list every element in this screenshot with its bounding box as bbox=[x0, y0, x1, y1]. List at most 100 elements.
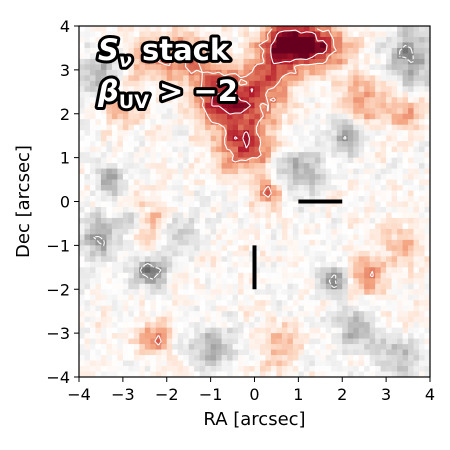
heatmap-cell bbox=[397, 355, 403, 361]
heatmap-cell bbox=[331, 278, 338, 285]
heatmap-cell bbox=[155, 234, 162, 241]
heatmap-cell bbox=[353, 31, 360, 38]
heatmap-cell bbox=[194, 102, 200, 109]
heatmap-cell bbox=[89, 228, 96, 235]
heatmap-cell bbox=[397, 267, 403, 274]
heatmap-cell bbox=[369, 212, 376, 219]
heatmap-cell bbox=[111, 311, 118, 318]
heatmap-cell bbox=[353, 355, 360, 361]
heatmap-cell bbox=[188, 64, 195, 71]
heatmap-cell bbox=[292, 371, 299, 377]
heatmap-cell bbox=[249, 256, 255, 263]
heatmap-cell bbox=[172, 75, 179, 82]
heatmap-cell bbox=[309, 179, 316, 186]
heatmap-cell bbox=[413, 157, 420, 164]
heatmap-cell bbox=[309, 267, 316, 274]
heatmap-cell bbox=[243, 42, 250, 49]
heatmap-cell bbox=[325, 47, 332, 54]
heatmap-cell bbox=[194, 256, 200, 263]
heatmap-cell bbox=[270, 305, 277, 312]
y-tick-label: 1 bbox=[60, 149, 70, 168]
heatmap-cell bbox=[188, 75, 195, 82]
heatmap-cell bbox=[194, 261, 200, 268]
heatmap-cell bbox=[95, 300, 102, 307]
heatmap-cell bbox=[331, 300, 338, 307]
heatmap-cell bbox=[84, 53, 91, 60]
heatmap-cell bbox=[199, 250, 206, 257]
heatmap-cell bbox=[100, 338, 107, 345]
heatmap-cell bbox=[89, 305, 96, 312]
heatmap-cell bbox=[111, 75, 118, 82]
heatmap-cell bbox=[287, 146, 294, 153]
heatmap-cell bbox=[150, 141, 157, 147]
heatmap-cell bbox=[424, 58, 430, 65]
heatmap-cell bbox=[408, 185, 414, 191]
heatmap-cell bbox=[232, 124, 239, 131]
heatmap-cell bbox=[292, 201, 299, 208]
heatmap-cell bbox=[419, 305, 425, 312]
heatmap-cell bbox=[133, 206, 140, 213]
heatmap-cell bbox=[188, 261, 195, 268]
heatmap-cell bbox=[353, 327, 360, 334]
heatmap-cell bbox=[166, 75, 173, 82]
heatmap-cell bbox=[375, 294, 381, 301]
heatmap-cell bbox=[408, 97, 414, 104]
heatmap-cell bbox=[380, 80, 387, 87]
heatmap-cell bbox=[292, 91, 299, 98]
heatmap-cell bbox=[380, 157, 387, 164]
heatmap-cell bbox=[194, 97, 200, 104]
heatmap-cell bbox=[122, 360, 129, 367]
heatmap-cell bbox=[150, 212, 157, 219]
heatmap-cell bbox=[133, 294, 140, 301]
heatmap-cell bbox=[397, 163, 403, 169]
heatmap-cell bbox=[133, 360, 140, 367]
heatmap-cell bbox=[276, 58, 283, 65]
heatmap-cell bbox=[216, 250, 222, 257]
heatmap-cell bbox=[227, 185, 233, 191]
heatmap-cell bbox=[106, 300, 113, 307]
heatmap-cell bbox=[270, 163, 277, 169]
heatmap-cell bbox=[161, 327, 168, 334]
heatmap-cell bbox=[221, 234, 228, 241]
heatmap-cell bbox=[254, 69, 261, 76]
heatmap-cell bbox=[281, 261, 288, 268]
heatmap-cell bbox=[402, 289, 409, 296]
heatmap-cell bbox=[353, 91, 360, 98]
heatmap-cell bbox=[386, 113, 392, 120]
heatmap-cell bbox=[172, 26, 179, 32]
heatmap-cell bbox=[292, 349, 299, 356]
heatmap-cell bbox=[161, 267, 168, 274]
heatmap-cell bbox=[298, 42, 305, 49]
heatmap-cell bbox=[309, 228, 316, 235]
heatmap-cell bbox=[122, 338, 129, 345]
heatmap-cell bbox=[238, 223, 244, 230]
heatmap-cell bbox=[314, 322, 321, 328]
y-tick-label: 0 bbox=[60, 193, 70, 212]
heatmap-cell bbox=[166, 234, 173, 241]
heatmap-cell bbox=[210, 190, 217, 197]
heatmap-cell bbox=[391, 130, 398, 137]
heatmap-cell bbox=[243, 305, 250, 312]
heatmap-cell bbox=[144, 163, 151, 169]
heatmap-cell bbox=[155, 130, 162, 137]
heatmap-cell bbox=[172, 124, 179, 131]
heatmap-cell bbox=[391, 206, 398, 213]
heatmap-cell bbox=[144, 152, 151, 158]
heatmap-cell bbox=[281, 371, 288, 377]
heatmap-cell bbox=[397, 179, 403, 186]
heatmap-cell bbox=[183, 283, 190, 290]
heatmap-cell bbox=[210, 80, 217, 87]
heatmap-cell bbox=[177, 305, 184, 312]
heatmap-cell bbox=[166, 206, 173, 213]
heatmap-cell bbox=[133, 157, 140, 164]
heatmap-cell bbox=[364, 86, 371, 93]
heatmap-cell bbox=[177, 223, 184, 230]
heatmap-cell bbox=[161, 217, 168, 224]
heatmap-cell bbox=[408, 26, 414, 32]
heatmap-cell bbox=[419, 152, 425, 158]
heatmap-cell bbox=[397, 245, 403, 252]
heatmap-cell bbox=[325, 97, 332, 104]
heatmap-cell bbox=[161, 283, 168, 290]
heatmap-cell bbox=[95, 283, 102, 290]
heatmap-cell bbox=[243, 190, 250, 197]
